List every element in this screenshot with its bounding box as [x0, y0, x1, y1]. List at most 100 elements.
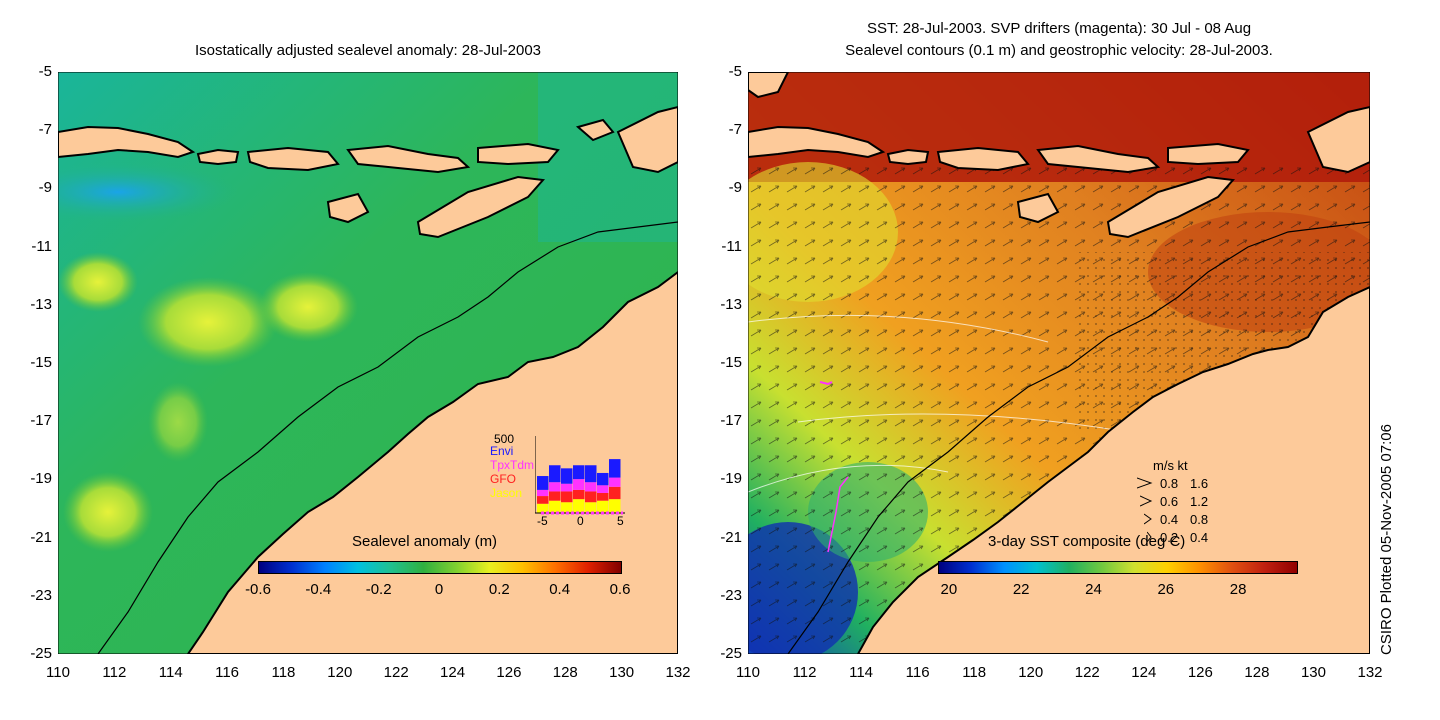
y-tick-label: -19 [720, 470, 742, 488]
x-tick-label: 118 [271, 664, 296, 681]
inset-bar-tpxtdm [537, 489, 549, 497]
left-panel-title: Isostatically adjusted sealevel anomaly:… [194, 42, 542, 59]
inset-bar-gfo [549, 491, 561, 501]
inset-bar-envi [597, 472, 609, 486]
sla-colorbar-tick: 0.4 [549, 581, 571, 598]
y-tick-label: -9 [728, 179, 742, 197]
y-tick-label: -21 [30, 528, 52, 546]
y-tick-label: -19 [30, 470, 52, 488]
inset-bar-tpxtdm [549, 482, 561, 492]
y-tick-label: -17 [720, 412, 742, 430]
y-tick-label: -9 [38, 179, 52, 197]
inset-bar-jason [573, 499, 585, 513]
y-tick-label: -15 [720, 354, 742, 371]
inset-bar-gfo [573, 489, 585, 500]
inset-bar-envi [573, 465, 585, 480]
inset-bar-jason [597, 500, 609, 513]
x-tick-label: 132 [1357, 664, 1383, 681]
australia-land [186, 270, 678, 654]
inset-bar-jason [585, 502, 597, 513]
velocity-kt: 0.8 [1190, 512, 1209, 527]
velocity-ms: 0.6 [1160, 494, 1179, 509]
velocity-kt: 1.2 [1190, 494, 1209, 509]
y-tick-label: -7 [728, 121, 742, 139]
inset-x-tick: 0 [577, 514, 584, 528]
inset-x-tick: 5 [617, 514, 624, 528]
y-tick-label: -17 [30, 412, 52, 430]
velocity-ms: 0.4 [1160, 512, 1179, 527]
sst-colorbar [938, 561, 1298, 574]
inset-legend-gfo: GFO [490, 472, 516, 486]
y-tick-label: -13 [30, 295, 52, 313]
y-tick-label: -13 [720, 295, 742, 313]
inset-bar-jason [537, 503, 549, 513]
inset-bar-envi [549, 465, 561, 483]
x-tick-label: 116 [905, 664, 930, 681]
y-tick-label: -25 [720, 645, 742, 662]
y-tick-label: -7 [38, 121, 52, 139]
x-tick-label: 112 [102, 664, 127, 681]
x-tick-label: 124 [1131, 664, 1157, 681]
sla-colorbar-tick: 0.2 [488, 581, 510, 598]
sst-colorbar-tick: 26 [1157, 581, 1175, 598]
velocity-kt: 1.6 [1190, 476, 1209, 491]
inset-bar-tpxtdm [609, 477, 621, 487]
x-tick-label: 110 [736, 664, 760, 681]
x-tick-label: 130 [609, 664, 635, 681]
sla-colorbar-tick: -0.2 [365, 581, 392, 598]
pass-count-histogram [535, 436, 625, 515]
y-tick-label: -23 [30, 586, 52, 604]
x-tick-label: 132 [665, 664, 691, 681]
inset-bar-envi [585, 465, 597, 483]
inset-bar-envi [561, 468, 573, 484]
velocity-legend-header: m/s kt [1153, 458, 1188, 473]
inset-bar-envi [609, 459, 621, 478]
inset-bar-jason [609, 499, 621, 513]
velocity-arrow-icon [1136, 476, 1153, 493]
velocity-arrow-icon [1143, 512, 1153, 529]
sla-colorbar-title: Sealevel anomaly (m) [352, 533, 498, 550]
x-tick-label: 128 [1244, 664, 1270, 681]
velocity-ms: 0.2 [1160, 530, 1179, 545]
sla-colorbar-tick: -0.4 [305, 581, 332, 598]
velocity-arrow-icon [1139, 494, 1153, 511]
inset-bar-tpxtdm [561, 483, 573, 492]
inset-bar-gfo [609, 486, 621, 500]
x-tick-label: 128 [552, 664, 578, 681]
inset-bar-tpxtdm [573, 479, 585, 490]
sla-colorbar-tick: 0.6 [609, 581, 631, 598]
y-tick-label: -5 [38, 63, 52, 80]
inset-bar-tpxtdm [585, 482, 597, 492]
x-tick-label: 122 [1074, 664, 1100, 681]
inset-bar-gfo [597, 492, 609, 501]
x-tick-label: 126 [496, 664, 522, 681]
sst-colorbar-tick: 28 [1229, 581, 1247, 598]
inset-bar-tpxtdm [597, 485, 609, 493]
velocity-kt: 0.4 [1190, 530, 1209, 545]
inset-bar-gfo [585, 491, 597, 503]
x-tick-label: 114 [158, 664, 183, 681]
inset-bar-jason [561, 502, 573, 513]
x-tick-label: 130 [1300, 664, 1326, 681]
x-tick-label: 110 [46, 664, 70, 681]
velocity-ms: 0.8 [1160, 476, 1179, 491]
x-tick-label: 120 [1018, 664, 1044, 681]
y-tick-label: -11 [31, 237, 52, 255]
right-panel-title-line2: Sealevel contours (0.1 m) and geostrophi… [845, 42, 1273, 59]
right-panel-title-line1: SST: 28-Jul-2003. SVP drifters (magenta)… [866, 20, 1252, 37]
inset-legend-jason: Jason [490, 486, 523, 500]
x-tick-label: 122 [383, 664, 409, 681]
y-tick-label: -15 [30, 354, 52, 371]
sst-colorbar-tick: 20 [940, 581, 958, 598]
x-tick-label: 124 [440, 664, 466, 681]
sla-colorbar [258, 561, 622, 574]
sla-colorbar-tick: -0.6 [245, 581, 271, 598]
credit-text: CSIRO Plotted 05-Nov-2005 07:06 [1378, 424, 1395, 655]
inset-bar-gfo [561, 491, 573, 503]
velocity-arrow-icon [1146, 530, 1153, 547]
inset-ymax-label: 500 [494, 432, 515, 446]
inset-x-tick: -5 [537, 514, 548, 528]
sealevel-anomaly-map [58, 72, 678, 654]
inset-bar-gfo [537, 496, 549, 504]
inset-bar-envi [537, 476, 549, 490]
